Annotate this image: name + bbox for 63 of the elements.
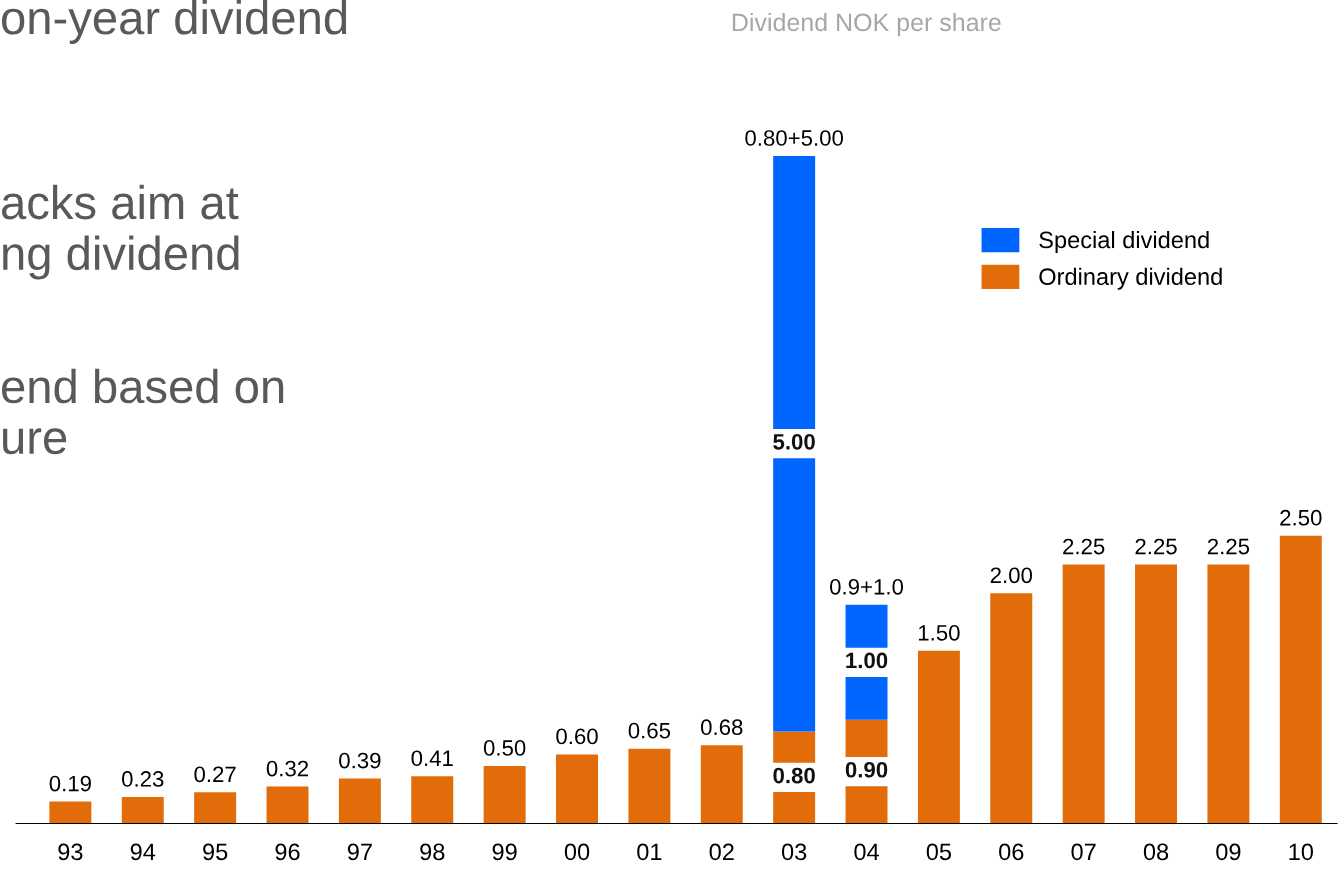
x-tick-label: 97 [347, 843, 372, 861]
annotation: end based on ure [2, 368, 284, 455]
x-tick-label: 96 [275, 843, 300, 861]
bar [483, 765, 526, 824]
data-label: 0.50 [483, 740, 526, 756]
bar [194, 792, 237, 824]
bar [773, 156, 816, 732]
bar [1279, 535, 1322, 824]
data-label: 0.19 [49, 775, 91, 792]
x-tick-label: 01 [637, 843, 662, 861]
legend-label: Special dividend [1039, 230, 1209, 253]
bar [1135, 564, 1178, 824]
bar [628, 748, 671, 824]
bar [411, 776, 454, 824]
data-label: 0.27 [194, 766, 236, 783]
x-tick-label: 93 [58, 843, 83, 861]
x-tick-label: 10 [1289, 843, 1313, 861]
data-label: 0.65 [628, 722, 671, 739]
data-label: 2.25 [1063, 538, 1105, 555]
x-tick-label: 02 [709, 843, 734, 861]
x-tick-label: 07 [1071, 843, 1096, 861]
bar [917, 650, 960, 824]
bar [990, 593, 1033, 824]
bar [556, 754, 599, 824]
data-label: 0.80 [773, 767, 815, 784]
data-label: 2.25 [1135, 538, 1177, 555]
data-label: 2.25 [1207, 538, 1250, 555]
text: on-year dividend [1, 0, 347, 44]
data-label: 0.60 [556, 728, 598, 745]
bar [338, 778, 381, 824]
total-label: 0.80+5.00 [745, 130, 844, 146]
x-tick-label: 98 [420, 843, 445, 861]
data-label: 0.90 [845, 761, 888, 778]
data-label: 0.32 [266, 760, 309, 777]
x-tick-label: 94 [130, 843, 156, 861]
x-tick-label: 04 [854, 843, 879, 861]
x-tick-label: 08 [1143, 843, 1169, 861]
bar [1207, 564, 1250, 824]
x-tick-label: 95 [203, 843, 228, 861]
data-label: 0.39 [339, 752, 381, 769]
data-label: 0.68 [701, 719, 743, 736]
data-label: 2.00 [990, 567, 1033, 584]
data-label: 1.00 [846, 652, 888, 669]
total-label: 0.9+1.0 [830, 578, 904, 595]
data-label: 0.41 [411, 750, 453, 767]
bar [49, 801, 92, 824]
x-tick-label: 00 [564, 843, 590, 861]
data-label: 1.50 [918, 624, 960, 641]
bar [700, 745, 743, 824]
legend-label: Ordinary dividend [1039, 267, 1222, 290]
data-label: 2.50 [1280, 509, 1322, 526]
bar [1062, 564, 1105, 824]
bar [266, 786, 309, 824]
x-tick-label: 05 [926, 843, 952, 861]
x-tick-label: 09 [1216, 843, 1241, 861]
x-tick-label: 99 [492, 843, 517, 861]
annotation: acks aim at ng dividend [2, 184, 239, 280]
data-label: 5.00 [773, 433, 815, 450]
bar [121, 796, 164, 824]
x-tick-label: 03 [781, 843, 807, 861]
chart-title: Dividend NOK per share [732, 12, 1001, 37]
x-tick-label: 06 [999, 843, 1024, 861]
data-label: 0.23 [122, 771, 164, 787]
